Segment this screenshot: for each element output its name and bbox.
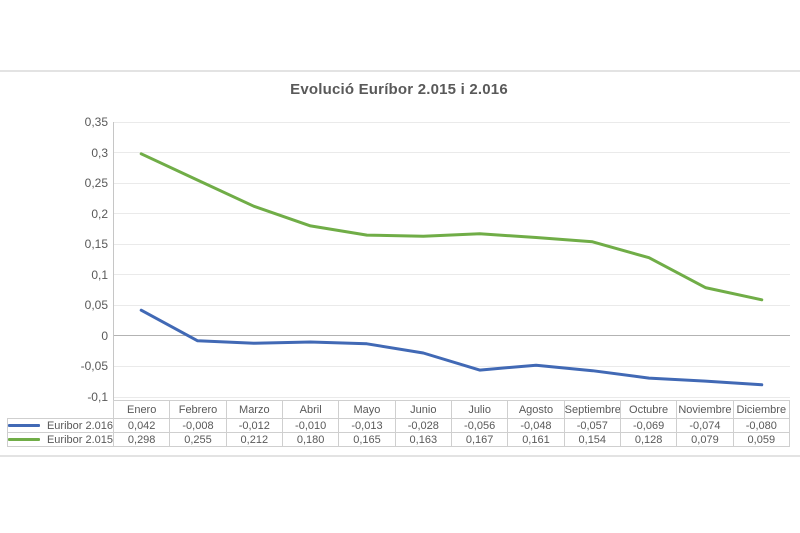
value-cell: 0,165	[338, 432, 396, 447]
value-cell: 0,298	[112, 432, 171, 447]
value-cell: -0,028	[394, 418, 452, 433]
gridline	[113, 304, 790, 306]
legend-cell: Euribor 2.016	[7, 418, 114, 433]
value-cell: 0,128	[619, 432, 678, 447]
value-cell: -0,010	[281, 418, 340, 433]
value-cell: -0,074	[676, 418, 734, 433]
data-table: Enero Febrero Marzo Abril Mayo Junio Julio Agos…	[7, 400, 791, 447]
series-marker-icon	[8, 438, 40, 441]
value-cell: 0,163	[394, 432, 452, 447]
month-header-cell: Septiembre	[563, 400, 621, 419]
month-header-cell: Noviembre	[676, 400, 734, 419]
month-header-cell: Julio	[450, 400, 509, 419]
legend-entry: Euribor 2.015	[8, 434, 113, 446]
gridline	[113, 243, 790, 245]
month-header-cell: Mayo	[338, 400, 396, 419]
month-header-cell: Abril	[281, 400, 340, 419]
value-cell: 0,042	[112, 418, 171, 433]
zero-gridline	[113, 335, 790, 337]
y-axis-tick-label: -0,05	[80, 359, 108, 374]
gridline	[113, 152, 790, 154]
series-line-euribor-2-016	[139, 308, 764, 387]
value-cell: -0,048	[507, 418, 565, 433]
month-header-cell: Agosto	[507, 400, 565, 419]
gridline	[113, 121, 790, 123]
y-axis-tick-label: 0,25	[84, 176, 108, 191]
month-header-cell: Octubre	[619, 400, 678, 419]
y-axis-tick-label: -0,1	[87, 390, 108, 404]
value-cell: 0,059	[732, 432, 791, 447]
value-cell: 0,255	[169, 432, 227, 447]
y-axis-line	[113, 122, 114, 402]
y-axis-tick-label: 0,1	[91, 267, 108, 282]
y-axis-tick-label: 0,35	[84, 115, 108, 129]
month-header-cell: Marzo	[225, 400, 283, 419]
gridline	[113, 182, 790, 184]
table-corner-cell	[8, 401, 114, 419]
legend-entry: Euribor 2.016	[8, 420, 113, 432]
legend-label: Euribor 2.015	[46, 433, 113, 446]
value-cell: 0,180	[281, 432, 340, 447]
y-axis-tick-label: 0,2	[91, 206, 108, 221]
month-header-cell: Diciembre	[732, 400, 791, 419]
top-divider	[0, 70, 800, 72]
y-axis-tick-label: 0,3	[91, 145, 108, 160]
month-header-cell: Febrero	[169, 400, 227, 419]
value-cell: 0,212	[225, 432, 283, 447]
value-cell: 0,079	[676, 432, 734, 447]
value-cell: -0,056	[450, 418, 509, 433]
chart-title: Evolució Euríbor 2.015 i 2.016	[290, 81, 508, 98]
value-cell: -0,057	[563, 418, 621, 433]
value-cell: -0,012	[225, 418, 283, 433]
value-cell: -0,069	[619, 418, 678, 433]
bottom-divider	[0, 455, 800, 457]
y-axis-tick-label: 0	[101, 328, 108, 343]
y-axis-tick-label: 0,15	[84, 237, 108, 252]
value-cell: -0,008	[169, 418, 227, 433]
gridline	[113, 396, 790, 398]
value-cell: -0,080	[732, 418, 791, 433]
legend-label: Euribor 2.016	[46, 419, 113, 432]
gridline	[113, 213, 790, 215]
gridline	[113, 365, 790, 367]
value-cell: -0,013	[338, 418, 396, 433]
month-header-cell: Junio	[394, 400, 452, 419]
value-cell: 0,167	[450, 432, 509, 447]
value-cell: 0,161	[507, 432, 565, 447]
table-row: Euribor 2.015 0,298 0,255 0,212 0,180 0,165 0,…	[7, 432, 791, 447]
value-cell: 0,154	[563, 432, 621, 447]
series-line-euribor-2-015	[139, 152, 764, 302]
y-axis-tick-label: 0,05	[84, 298, 108, 313]
legend-cell: Euribor 2.015	[7, 432, 114, 447]
table-row: Euribor 2.016 0,042 -0,008 -0,012 -0,010 -0,0…	[7, 418, 791, 433]
month-header-cell: Enero	[112, 400, 171, 419]
gridline	[113, 274, 790, 276]
series-marker-icon	[8, 424, 40, 427]
